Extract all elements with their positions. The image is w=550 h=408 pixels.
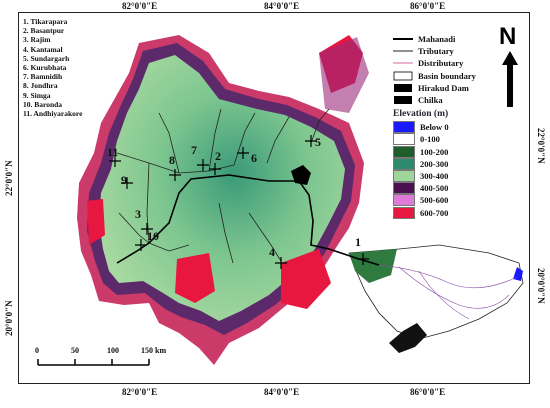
elevation-class: 300-400 — [393, 169, 476, 182]
elevation-class: 100-200 — [393, 145, 476, 158]
hirakud-dam — [291, 165, 311, 185]
station-list: 1. Tikarapara 2. Basantpur 3. Rajim 4. K… — [23, 17, 82, 118]
elevation-swatch — [393, 121, 415, 134]
station-list-item: 2. Basantpur — [23, 26, 65, 36]
elevation-label: Below 0 — [420, 122, 449, 133]
legend-chilka: Chilka — [393, 94, 476, 106]
station-list-item: 1. Tikarapara — [23, 17, 68, 26]
elevation-label: 200-300 — [420, 158, 449, 169]
delta-green — [349, 249, 397, 283]
station-list-item: 5. Sundargarh — [23, 53, 70, 63]
legend-mahanadi: Mahanadi — [393, 34, 456, 45]
station-number: 4 — [269, 245, 275, 259]
station-list-item: 7. Bamnidih — [23, 72, 63, 82]
station-number: 3 — [135, 207, 141, 221]
elevation-legend-title: Elevation (m) — [393, 109, 449, 120]
basin-map — [77, 35, 524, 365]
station-number: 8 — [169, 153, 175, 167]
longitude-label-bottom: 86°0'0"E — [410, 387, 446, 397]
longitude-label-bottom: 84°0'0"E — [264, 387, 300, 397]
elevation-swatch — [393, 169, 415, 182]
elevation-label: 0-100 — [420, 134, 440, 145]
legend-hirakud-dam: Hirakud Dam — [393, 82, 476, 94]
station-number: 6 — [251, 151, 257, 165]
scale-bar: 0 50 100 150 km — [35, 346, 187, 366]
elevation-class: 0-100 — [393, 133, 476, 146]
legend-distributary: Distributary — [393, 58, 464, 69]
station-list-item: 10. Baronda — [23, 99, 63, 109]
elevation-label: 400-500 — [420, 183, 449, 194]
elevation-swatch — [393, 206, 415, 219]
station-number: 2 — [215, 149, 221, 163]
elevation-swatch — [393, 194, 415, 207]
latitude-label-left: 22°0'0"N — [4, 160, 14, 196]
longitude-label-top: 82°0'0"E — [122, 1, 158, 11]
station-number: 7 — [191, 143, 197, 157]
elevation-label: 300-400 — [420, 170, 449, 181]
elevation-legend: Below 0 0-100 100-200 200-300 300-400 400-500… — [393, 121, 476, 219]
basin-plains — [99, 55, 345, 321]
station-number: 5 — [315, 135, 321, 149]
longitude-label-top: 84°0'0"E — [264, 1, 300, 11]
scale-label: 100 — [107, 346, 119, 355]
highland-patch — [87, 199, 105, 245]
elevation-class: 200-300 — [393, 157, 476, 170]
station-number: 10 — [147, 229, 159, 243]
map-frame: 1 2 3 4 5 6 7 8 9 10 11 1. Tikarapara 2.… — [18, 12, 530, 384]
elevation-class: 600-700 — [393, 206, 476, 219]
north-arrow-icon — [502, 51, 518, 107]
north-arrow-label: N — [499, 23, 517, 50]
elevation-class: Below 0 — [393, 121, 476, 134]
station-markers — [109, 135, 369, 269]
legend-basin-boundary: Basin boundary — [393, 70, 476, 82]
highland-patch — [319, 37, 369, 113]
highland-patch — [281, 249, 331, 309]
station-number: 1 — [355, 235, 361, 249]
elevation-label: 600-700 — [420, 207, 449, 218]
latitude-label-right: 20°0'0"N — [536, 268, 546, 304]
distributary-line — [398, 266, 510, 309]
north-arrow: N — [497, 23, 523, 109]
elevation-swatch — [393, 133, 415, 146]
station-list-item: 4. Kantamal — [23, 44, 63, 54]
mahanadi-river — [116, 174, 380, 266]
elevation-swatch — [393, 182, 415, 195]
highland-patch — [175, 253, 215, 303]
scale-label: 0 — [35, 346, 39, 355]
legend-tributary: Tributary — [393, 46, 454, 57]
elevation-swatch — [393, 145, 415, 158]
station-number: 9 — [121, 173, 127, 187]
station-list-item: 9. Simga — [23, 90, 51, 100]
station-list-item: 11. Andhiyarakore — [23, 109, 83, 119]
elevation-swatch — [393, 157, 415, 170]
longitude-label-top: 86°0'0"E — [410, 1, 446, 11]
station-list-item: 8. Jondhra — [23, 81, 58, 91]
latitude-label-right: 22°0'0"N — [536, 128, 546, 164]
longitude-label-bottom: 82°0'0"E — [122, 387, 158, 397]
scale-bar-graphic — [37, 359, 150, 366]
chilka-lake — [389, 323, 427, 353]
scale-label: 50 — [71, 346, 79, 355]
station-list-item: 6. Kurubhata — [23, 63, 67, 73]
elevation-class: 500-600 — [393, 194, 476, 207]
tributary-lines — [116, 108, 330, 264]
distributary-line — [418, 270, 470, 320]
elevation-label: 500-600 — [420, 195, 449, 206]
station-number: 11 — [107, 145, 119, 159]
latitude-label-left: 20°0'0"N — [4, 300, 14, 336]
elevation-label: 100-200 — [420, 146, 449, 157]
scale-label: 150 km — [141, 346, 167, 355]
elevation-class: 400-500 — [393, 182, 476, 195]
legend: Mahanadi Tributary Distributary Basin bo… — [393, 33, 476, 219]
station-list-item: 3. Rajim — [23, 35, 51, 45]
distributary-line — [378, 264, 518, 289]
